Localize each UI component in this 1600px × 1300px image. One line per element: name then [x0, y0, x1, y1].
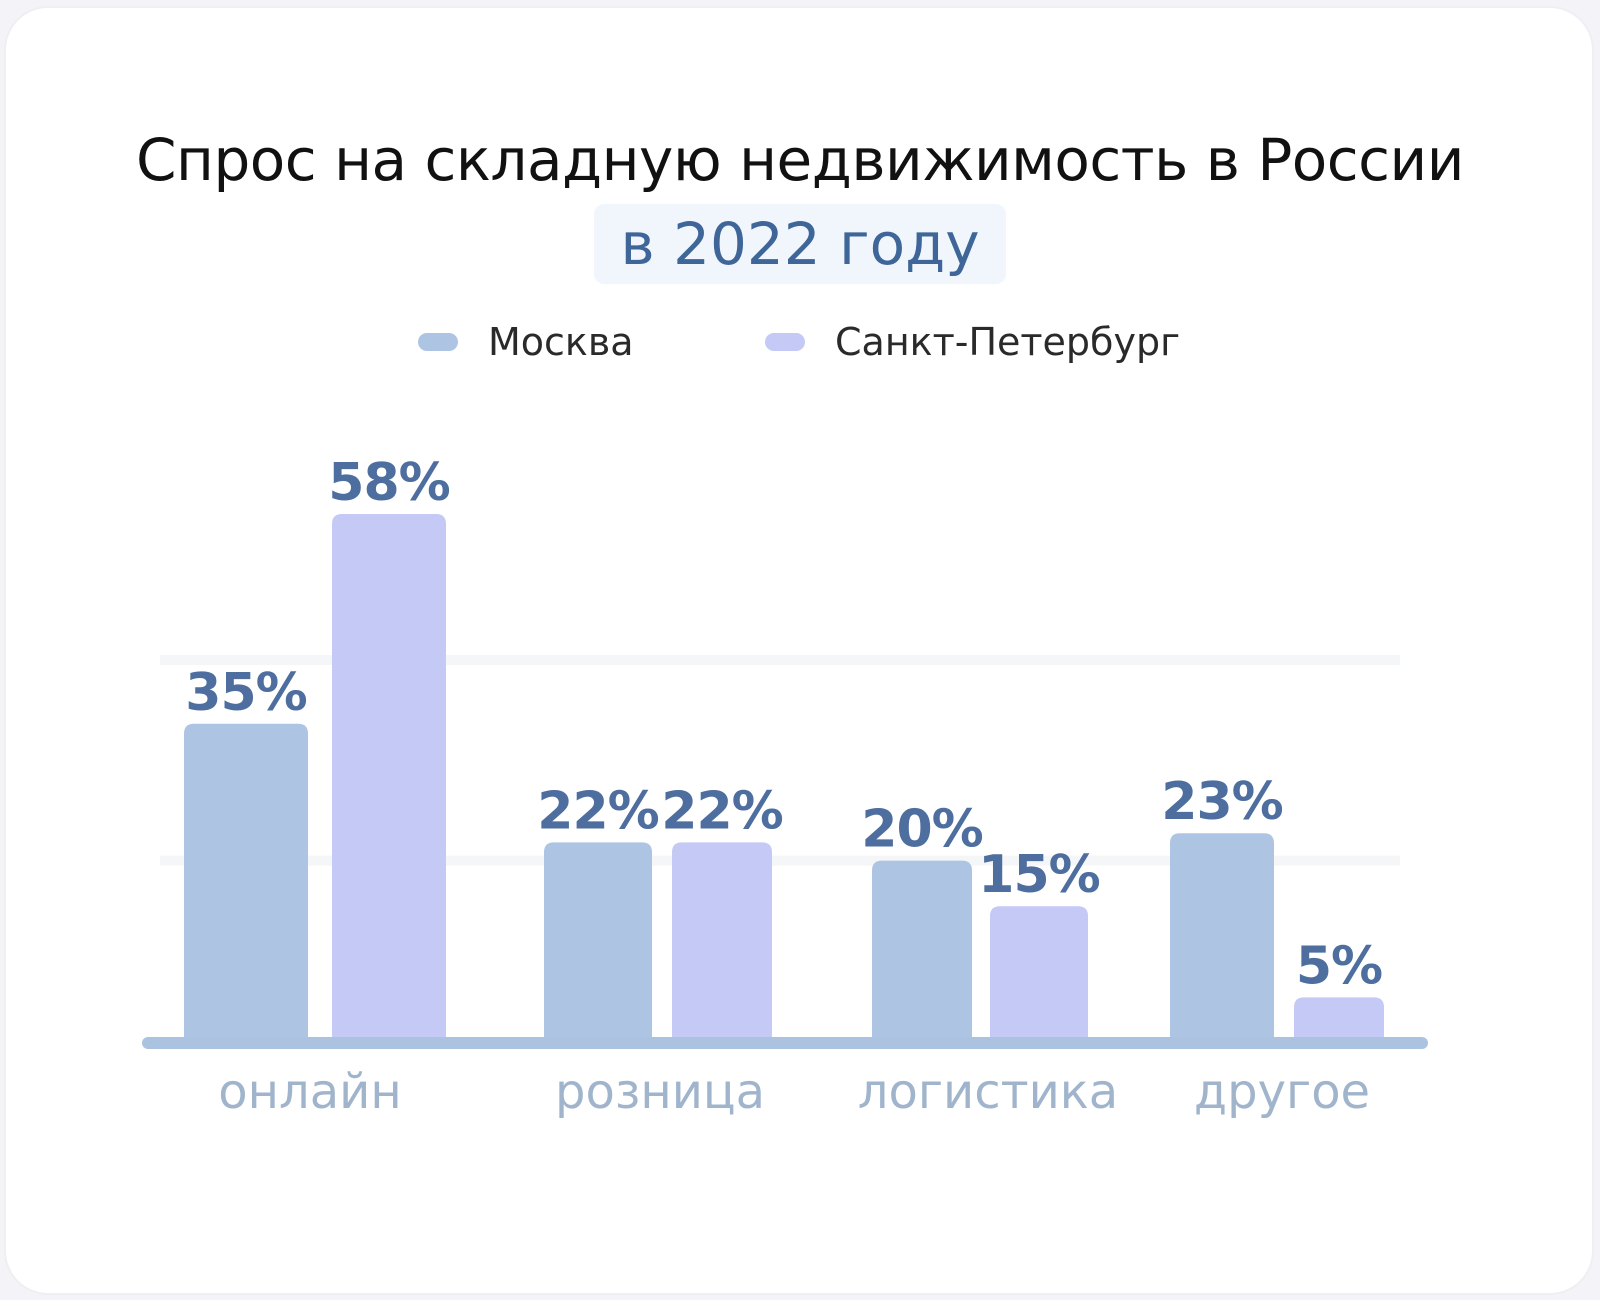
- bar-moscow-3: [1170, 833, 1274, 1043]
- value-label-spb-3: 5%: [1296, 936, 1382, 996]
- category-label-2: логистика: [858, 1064, 1118, 1120]
- bar-spb-2: [990, 906, 1088, 1043]
- legend-item-moscow: Москва: [418, 318, 634, 366]
- bar-moscow-1: [544, 842, 652, 1043]
- x-axis-baseline: [142, 1037, 1428, 1049]
- value-label-spb-1: 22%: [661, 781, 782, 841]
- bar-spb-0: [332, 514, 446, 1043]
- gridline: [160, 654, 1400, 665]
- bar-spb-1: [672, 842, 772, 1043]
- value-label-moscow-0: 35%: [185, 663, 306, 723]
- bar-moscow-0: [184, 723, 308, 1043]
- value-label-moscow-1: 22%: [537, 781, 658, 841]
- legend-label-spb: Санкт-Петербург: [835, 320, 1181, 364]
- value-label-moscow-2: 20%: [861, 800, 982, 860]
- legend-item-spb: Санкт-Петербург: [765, 318, 1180, 366]
- subtitle-wrap: в 2022 году: [0, 204, 1600, 284]
- category-label-0: онлайн: [218, 1064, 401, 1120]
- chart-title: Спрос на складную недвижимость в России: [136, 126, 1464, 194]
- legend-label-moscow: Москва: [488, 320, 634, 364]
- value-label-spb-0: 58%: [328, 453, 449, 513]
- category-label-3: другое: [1194, 1064, 1370, 1120]
- gridline: [160, 855, 1400, 866]
- value-label-moscow-3: 23%: [1161, 772, 1282, 832]
- category-label-1: розница: [555, 1064, 765, 1120]
- legend-swatch-moscow: [418, 333, 458, 351]
- chart-subtitle: в 2022 году: [594, 204, 1006, 284]
- bar-moscow-2: [872, 860, 972, 1043]
- legend-swatch-spb: [765, 333, 805, 351]
- bar-spb-3: [1294, 997, 1384, 1043]
- value-label-spb-2: 15%: [978, 845, 1099, 905]
